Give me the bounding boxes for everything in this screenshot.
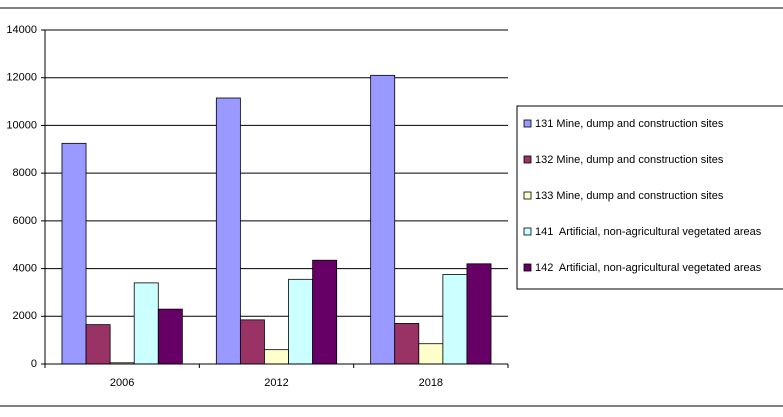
legend-label: 133 Mine, dump and construction sites <box>535 190 724 202</box>
x-tick-label: 2012 <box>264 377 288 389</box>
bar <box>312 259 338 365</box>
legend-label: 132 Mine, dump and construction sites <box>535 154 724 166</box>
bar <box>442 274 468 365</box>
plot-area: 0 2000 4000 6000 8000 10000 12000 14000 2006 2012… <box>6 24 509 389</box>
legend-box <box>516 105 783 290</box>
bar <box>157 308 183 365</box>
x-tick-label: 2018 <box>419 377 443 389</box>
y-tick-label: 14000 <box>6 24 37 36</box>
legend-swatch <box>523 155 532 164</box>
y-tick-label: 8000 <box>13 167 37 179</box>
legend-swatch <box>523 191 532 200</box>
legend-swatch <box>523 119 532 128</box>
y-tick-label: 6000 <box>13 215 37 227</box>
x-tick-label: 2006 <box>110 377 134 389</box>
legend-swatch <box>523 263 532 272</box>
legend-label: 142 Artificial, non-agricultural vegetat… <box>535 262 762 274</box>
legend-label: 141 Artificial, non-agricultural vegetat… <box>535 226 762 238</box>
legend-label: 131 Mine, dump and construction sites <box>535 118 724 130</box>
bar <box>61 142 87 365</box>
y-tick-label: 0 <box>31 358 37 370</box>
bar <box>370 74 396 365</box>
y-tick-label: 2000 <box>13 310 37 322</box>
bar <box>215 97 241 365</box>
y-tick-label: 10000 <box>6 119 37 131</box>
bar <box>239 319 265 365</box>
bar <box>133 282 159 365</box>
bar <box>264 349 289 365</box>
bar <box>418 343 444 365</box>
y-tick-label: 4000 <box>13 262 37 274</box>
bar <box>288 278 314 365</box>
bar <box>394 323 420 365</box>
y-tick-label: 12000 <box>6 72 37 84</box>
bar <box>466 263 492 365</box>
legend: 131 Mine, dump and construction sites 132… <box>516 105 783 290</box>
bar <box>85 324 111 365</box>
legend-swatch <box>523 227 532 236</box>
